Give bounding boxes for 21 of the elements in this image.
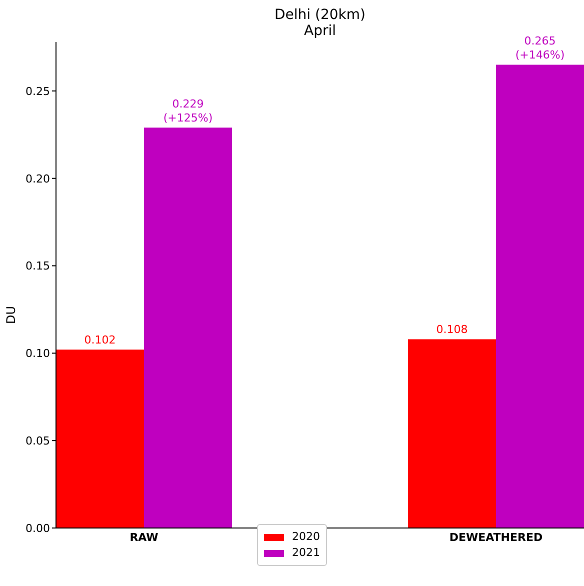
y-tick-label: 0.00 xyxy=(26,522,50,535)
y-tick-label: 0.15 xyxy=(26,260,50,273)
bar xyxy=(144,128,232,528)
legend-label: 2020 xyxy=(292,529,320,545)
data-label: 0.108 xyxy=(436,323,468,336)
y-tick-label: 0.10 xyxy=(26,347,50,360)
x-tick-label: RAW xyxy=(130,530,158,544)
y-axis-title: DU xyxy=(4,306,18,324)
y-tick-label: 0.05 xyxy=(26,434,50,448)
data-label: 0.102 xyxy=(84,334,116,347)
y-tick-label: 0.20 xyxy=(26,172,50,186)
x-tick-label: DEWEATHERED xyxy=(449,530,543,544)
bar xyxy=(496,64,584,528)
bar xyxy=(408,339,496,528)
y-tick-label: 0.25 xyxy=(26,84,50,98)
data-label: 0.265 (+146%) xyxy=(515,34,565,62)
bar xyxy=(56,350,144,528)
chart-subtitle: April xyxy=(304,23,336,39)
chart-title: Delhi (20km) xyxy=(274,7,366,23)
data-label: 0.229 (+125%) xyxy=(163,98,213,125)
legend-label: 2021 xyxy=(292,545,320,561)
